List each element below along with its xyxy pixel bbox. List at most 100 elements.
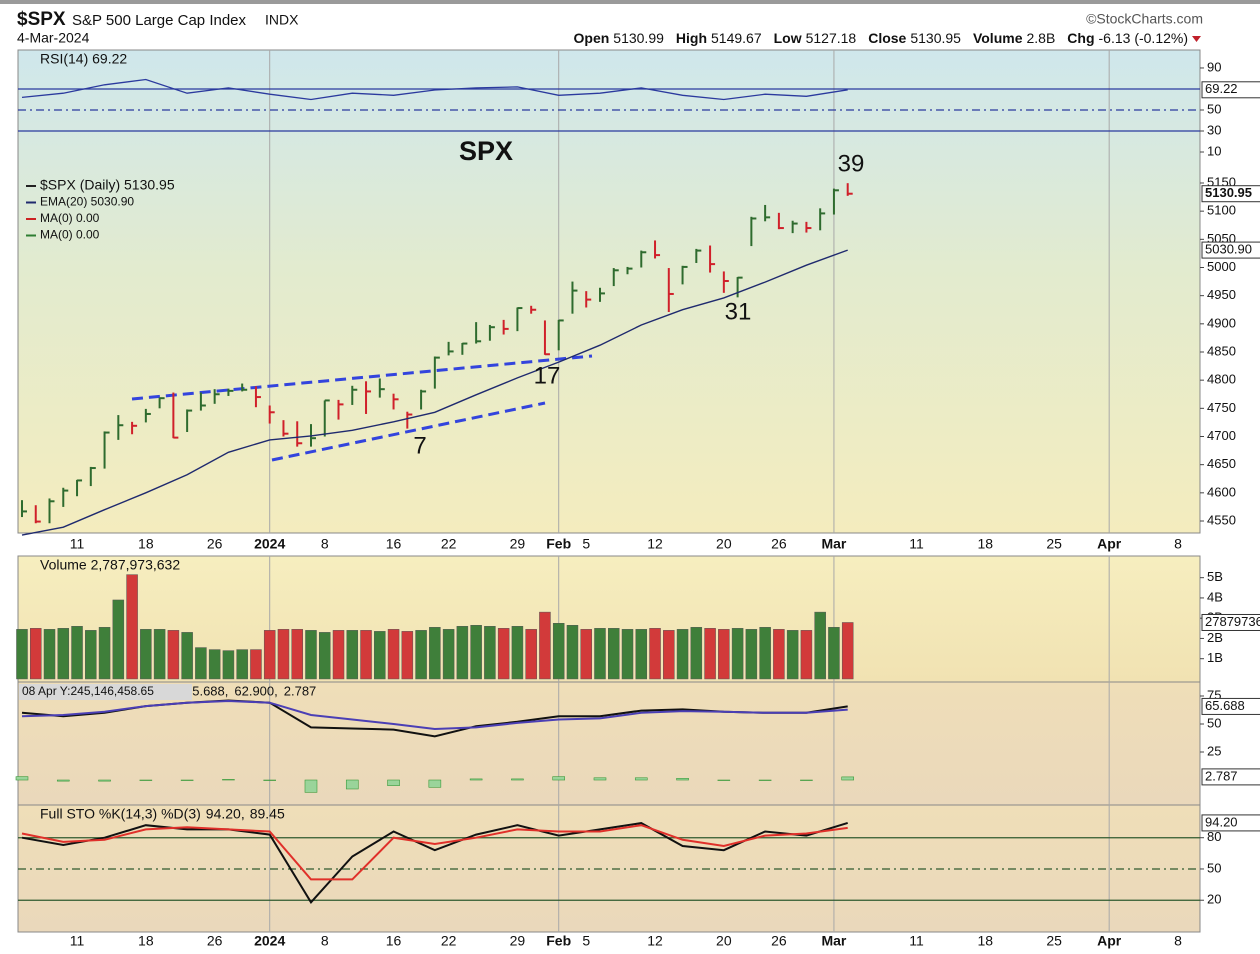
y-tick-label: 4600: [1207, 484, 1236, 499]
value-label: 5030.90: [1205, 242, 1252, 257]
quote-label: High: [676, 30, 707, 46]
down-arrow: [1192, 36, 1201, 42]
volume-bar: [759, 627, 771, 680]
volume-bar: [814, 611, 826, 680]
histogram-bar: [634, 777, 648, 781]
tooltip: 08 Apr Y:245,146,458.65: [22, 684, 154, 698]
y-tick-label: 50: [1207, 715, 1221, 730]
y-tick-label: 10: [1207, 143, 1221, 158]
volume-bar: [374, 631, 386, 680]
legend-value: 94.20,: [206, 806, 245, 822]
tooltip-box: [19, 684, 192, 700]
volume-bar: [401, 631, 414, 680]
value-label: 94.20: [1205, 814, 1238, 829]
annotation: 31: [725, 298, 752, 325]
volume-bar: [208, 649, 221, 680]
ema-line: [21, 249, 848, 536]
indicator-line: [21, 824, 848, 881]
histogram-bar: [304, 779, 318, 793]
x-tick-label: 18: [978, 536, 994, 552]
volume-bar: [30, 628, 42, 680]
x-tick-label: 22: [441, 536, 457, 552]
y-tick-label: 4950: [1207, 287, 1236, 302]
volume-bar: [676, 629, 689, 680]
indicator-line: [21, 821, 848, 904]
histogram-bar: [552, 776, 566, 781]
x-tick-label: 8: [1174, 536, 1182, 552]
volume-bar: [773, 629, 785, 680]
volume-bar: [456, 626, 469, 680]
x-tick-label: Feb: [546, 933, 571, 949]
y-tick-label: 4750: [1207, 400, 1236, 415]
x-tick-label: 29: [510, 536, 526, 552]
volume-bar: [607, 628, 620, 680]
y-tick-label: 4700: [1207, 428, 1236, 443]
x-tick-label: 20: [716, 933, 732, 949]
x-tick-label: Mar: [821, 536, 846, 552]
volume-bar: [98, 627, 111, 680]
trend-line: [271, 401, 546, 462]
volume-bar: [470, 625, 482, 680]
y-tick-label: 5B: [1207, 569, 1223, 584]
histogram-bar: [717, 779, 731, 781]
volume-bar: [277, 629, 290, 680]
x-tick-label: 16: [386, 536, 402, 552]
x-tick-label: Mar: [821, 933, 846, 949]
volume-bar: [222, 650, 235, 680]
quote-label: Chg: [1067, 30, 1094, 46]
volume-bar: [43, 629, 56, 680]
y-tick-label: 5000: [1207, 259, 1236, 274]
y-tick-label: 4650: [1207, 456, 1236, 471]
index-name: S&P 500 Large Cap Index: [72, 12, 247, 29]
volume-bar: [704, 628, 716, 680]
volume-bar: [525, 629, 537, 680]
volume-bar: [594, 628, 606, 680]
indicator-panel: [17, 681, 1201, 806]
quote-label: Low: [774, 30, 802, 46]
annotation: 17: [534, 362, 561, 389]
volume-bar: [181, 632, 193, 680]
x-tick-label: 8: [321, 933, 329, 949]
x-tick-label: 25: [1046, 536, 1062, 552]
x-tick-label: 25: [1046, 933, 1062, 949]
exchange: INDX: [265, 12, 299, 28]
volume-bar: [387, 629, 400, 680]
symbol: $SPX: [17, 9, 66, 30]
x-tick-label: 20: [716, 536, 732, 552]
y-tick-label: 4550: [1207, 512, 1236, 527]
value-box: [1201, 185, 1260, 203]
annotation: SPX: [459, 136, 513, 166]
volume-bar: [167, 630, 180, 680]
legend-label: EMA(20) 5030.90: [40, 195, 134, 209]
volume-bar: [263, 630, 276, 680]
volume-bar: [828, 627, 840, 680]
volume-bar: [484, 626, 496, 680]
volume-bar: [71, 626, 83, 680]
legend-value: 2.787: [284, 683, 317, 698]
legend-value: 62.900,: [234, 683, 277, 698]
x-tick-label: 11: [909, 536, 924, 552]
legend-value: 89.45: [250, 806, 285, 822]
y-tick-label: 2B: [1207, 630, 1223, 645]
date: 4-Mar-2024: [17, 30, 90, 46]
quote-label: Close: [868, 30, 906, 46]
volume-bar: [635, 629, 648, 680]
quote-label: Open: [574, 30, 610, 46]
quote-value: 5130.99: [613, 30, 664, 46]
histogram-bar: [345, 779, 359, 790]
panel-title: Volume 2,787,973,632: [40, 557, 180, 573]
quote-label: Volume: [973, 30, 1023, 46]
histogram-bar: [15, 776, 29, 781]
volume-bar: [580, 629, 592, 680]
quote: Open 5130.99 High 5149.67 Low 5127.18 Close 513…: [574, 30, 1189, 46]
value-label: 2787973632: [1205, 614, 1260, 629]
legend-label: MA(0) 0.00: [40, 228, 100, 242]
panel-title: Full STO %K(14,3) %D(3): [40, 806, 201, 822]
quote-value: 5149.67: [711, 30, 762, 46]
y-tick-label: 25: [1207, 743, 1221, 758]
histogram-bar: [758, 779, 772, 781]
volume-bar: [511, 626, 524, 680]
volume-bar: [786, 630, 799, 680]
volume-bar: [621, 629, 634, 680]
indicator-line: [21, 699, 848, 731]
